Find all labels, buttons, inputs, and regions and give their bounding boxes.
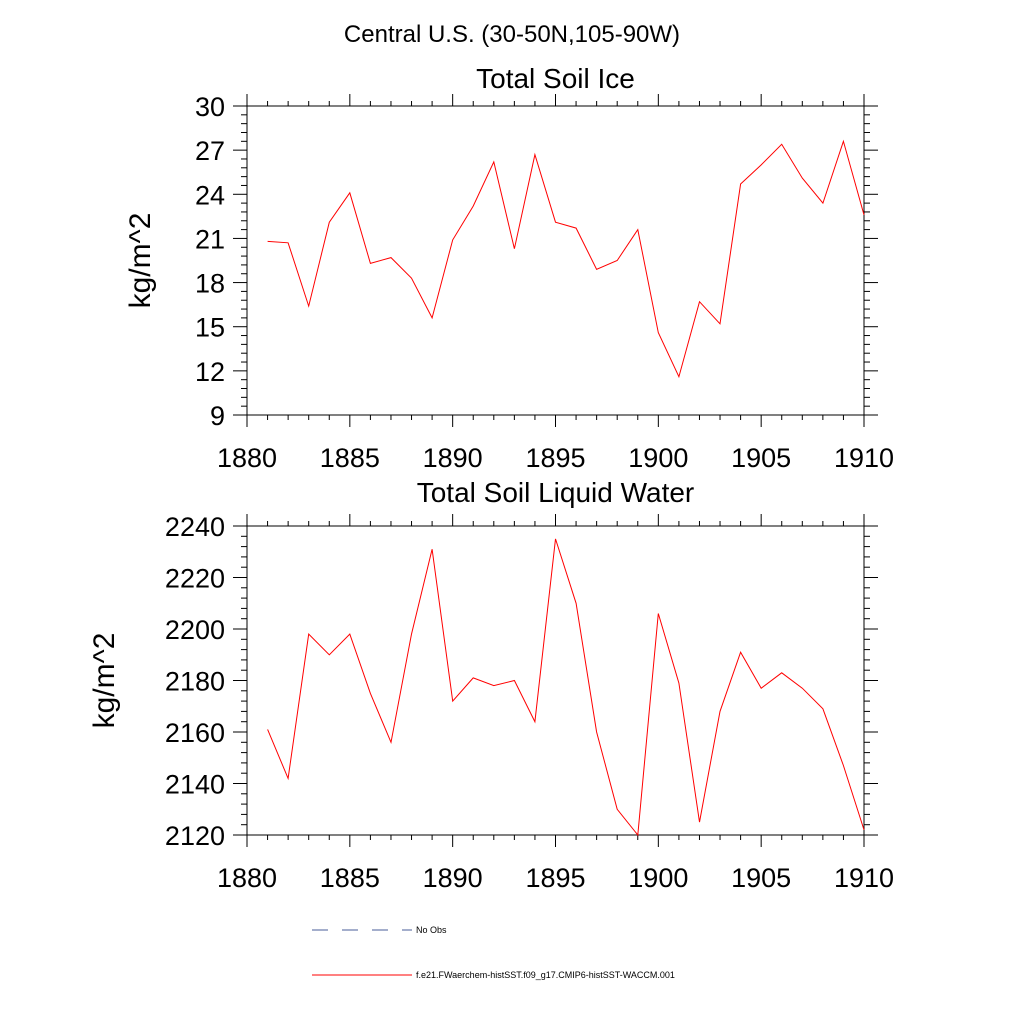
x-tick-label: 1910 bbox=[834, 443, 894, 473]
x-tick-label: 1905 bbox=[731, 443, 791, 473]
y-tick-label: 24 bbox=[195, 180, 225, 210]
legend-label: f.e21.FWaerchem-histSST.f09_g17.CMIP6-hi… bbox=[416, 970, 675, 980]
legend-label: No Obs bbox=[416, 925, 447, 935]
y-tick-label: 30 bbox=[195, 92, 225, 122]
y-tick-label: 2160 bbox=[165, 718, 225, 748]
x-tick-label: 1885 bbox=[320, 863, 380, 893]
x-tick-label: 1890 bbox=[423, 443, 483, 473]
plot-frame bbox=[246, 105, 865, 416]
chart-panel-1: Total Soil Ice 1880 1885 1890 1895 1900 1905 19… bbox=[124, 63, 894, 473]
y-axis-label: kg/m^2 bbox=[124, 213, 157, 309]
y-tick-label: 2180 bbox=[165, 667, 225, 697]
x-tick-label: 1905 bbox=[731, 863, 791, 893]
y-tick-label: 21 bbox=[195, 224, 225, 254]
x-tick-label: 1900 bbox=[628, 443, 688, 473]
series-line bbox=[267, 139, 865, 379]
panel-title: Total Soil Ice bbox=[476, 63, 635, 94]
chart-panel-2: Total Soil Liquid Water 1880 1885 1890 1895 1… bbox=[88, 477, 894, 893]
x-tick-label: 1910 bbox=[834, 863, 894, 893]
panel-title: Total Soil Liquid Water bbox=[417, 477, 695, 508]
series-line bbox=[267, 538, 865, 837]
x-tick-label: 1895 bbox=[525, 863, 585, 893]
x-tick-label: 1880 bbox=[217, 863, 277, 893]
y-tick-label: 27 bbox=[195, 136, 225, 166]
y-tick-label: 9 bbox=[210, 401, 225, 431]
y-tick-label: 2200 bbox=[165, 615, 225, 645]
y-tick-label: 2220 bbox=[165, 564, 225, 594]
y-tick-label: 2120 bbox=[165, 821, 225, 851]
y-tick-label: 12 bbox=[195, 357, 225, 387]
figure-title: Central U.S. (30-50N,105-90W) bbox=[344, 21, 680, 48]
x-tick-label: 1895 bbox=[525, 443, 585, 473]
y-tick-label: 18 bbox=[195, 269, 225, 299]
y-axis-label: kg/m^2 bbox=[88, 633, 121, 729]
x-tick-label: 1885 bbox=[320, 443, 380, 473]
y-tick-label: 2240 bbox=[165, 512, 225, 542]
x-tick-label: 1900 bbox=[628, 863, 688, 893]
y-tick-label: 2140 bbox=[165, 770, 225, 800]
x-tick-label: 1880 bbox=[217, 443, 277, 473]
y-tick-label: 15 bbox=[195, 313, 225, 343]
legend: No Obs f.e21.FWaerchem-histSST.f09_g17.CM… bbox=[312, 925, 675, 980]
x-tick-label: 1890 bbox=[423, 863, 483, 893]
